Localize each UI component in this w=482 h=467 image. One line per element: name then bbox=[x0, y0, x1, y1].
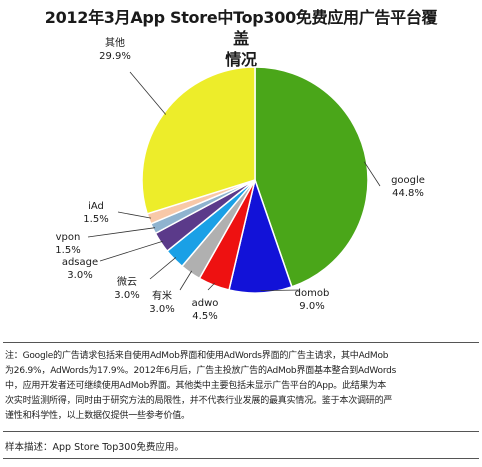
slice-label-value-0: 44.8% bbox=[392, 188, 424, 199]
leader-line-6 bbox=[87, 227, 156, 238]
divider-bottom bbox=[3, 458, 479, 459]
leader-line-1 bbox=[260, 289, 301, 291]
footnote: 注：Google的广告请求包括来自使用AdMob界面和使用AdWords界面的广… bbox=[5, 349, 477, 424]
leader-line-5 bbox=[99, 240, 163, 262]
slice-label-name-4: 微云 bbox=[117, 275, 137, 288]
chart-title: 2012年3月App Store中Top300免费应用广告平台覆盖 情况 bbox=[40, 7, 442, 70]
leader-line-7 bbox=[117, 211, 152, 219]
leader-line-8 bbox=[129, 71, 167, 115]
leader-line-2 bbox=[207, 282, 215, 291]
slice-label-value-4: 3.0% bbox=[114, 290, 139, 301]
slice-label-value-1: 9.0% bbox=[299, 301, 324, 312]
leader-line-3 bbox=[179, 270, 193, 291]
slice-label-value-5: 3.0% bbox=[67, 270, 92, 281]
footnote-line-2: 为26.9%，AdWords为17.9%。2012年6月后，广告主投放广告的Ad… bbox=[5, 366, 397, 376]
pie-slice-0 bbox=[254, 66, 369, 288]
slice-label-name-8: 其他 bbox=[105, 36, 125, 49]
divider-middle bbox=[3, 431, 479, 432]
leader-line-0 bbox=[363, 161, 381, 187]
slice-label-value-3: 3.0% bbox=[149, 304, 174, 315]
pie-slice-8 bbox=[141, 66, 256, 215]
slice-label-name-6: vpon bbox=[56, 232, 81, 243]
slice-label-name-2: adwo bbox=[192, 298, 219, 309]
slice-labels: google 44.8% domob 9.0% adwo 4.5% 有米 3.0% 微云 3.0%… bbox=[55, 36, 425, 322]
pie-chart: google 44.8% domob 9.0% adwo 4.5% 有米 3.0% 微云 3.0%… bbox=[55, 36, 425, 322]
footnote-line-5: 谨性和科学性，以上数据仅提供一些参考价值。 bbox=[5, 411, 190, 421]
slice-label-name-7: iAd bbox=[88, 201, 104, 212]
divider-top bbox=[3, 342, 479, 343]
slice-label-value-2: 4.5% bbox=[192, 311, 217, 322]
chart-title-line-2: 情况 bbox=[225, 50, 257, 69]
pie-slices bbox=[141, 66, 369, 294]
sample-description: 样本描述：App Store Top300免费应用。 bbox=[5, 442, 184, 453]
slice-label-value-6: 1.5% bbox=[55, 245, 80, 256]
slice-label-name-5: adsage bbox=[62, 257, 98, 268]
slice-label-value-7: 1.5% bbox=[83, 214, 108, 225]
slice-label-name-3: 有米 bbox=[152, 289, 172, 302]
footnote-line-3: 中，应用开发者还可继续使用AdMob界面。其他类中主要包括未显示广告平台的App… bbox=[5, 381, 387, 391]
slice-label-name-0: google bbox=[391, 175, 425, 186]
leader-lines bbox=[87, 71, 381, 291]
footnote-line-1: 注：Google的广告请求包括来自使用AdMob界面和使用AdWords界面的广… bbox=[5, 351, 389, 361]
footnote-line-4: 次实时监测所得，同时由于研究方法的局限性，并不代表行业发展的最真实情况。鉴于本次… bbox=[5, 396, 393, 406]
slice-label-value-8: 29.9% bbox=[99, 51, 131, 62]
leader-line-4 bbox=[149, 257, 177, 280]
slice-label-name-1: domob bbox=[295, 288, 330, 299]
chart-title-line-1: 2012年3月App Store中Top300免费应用广告平台覆盖 bbox=[44, 8, 438, 48]
